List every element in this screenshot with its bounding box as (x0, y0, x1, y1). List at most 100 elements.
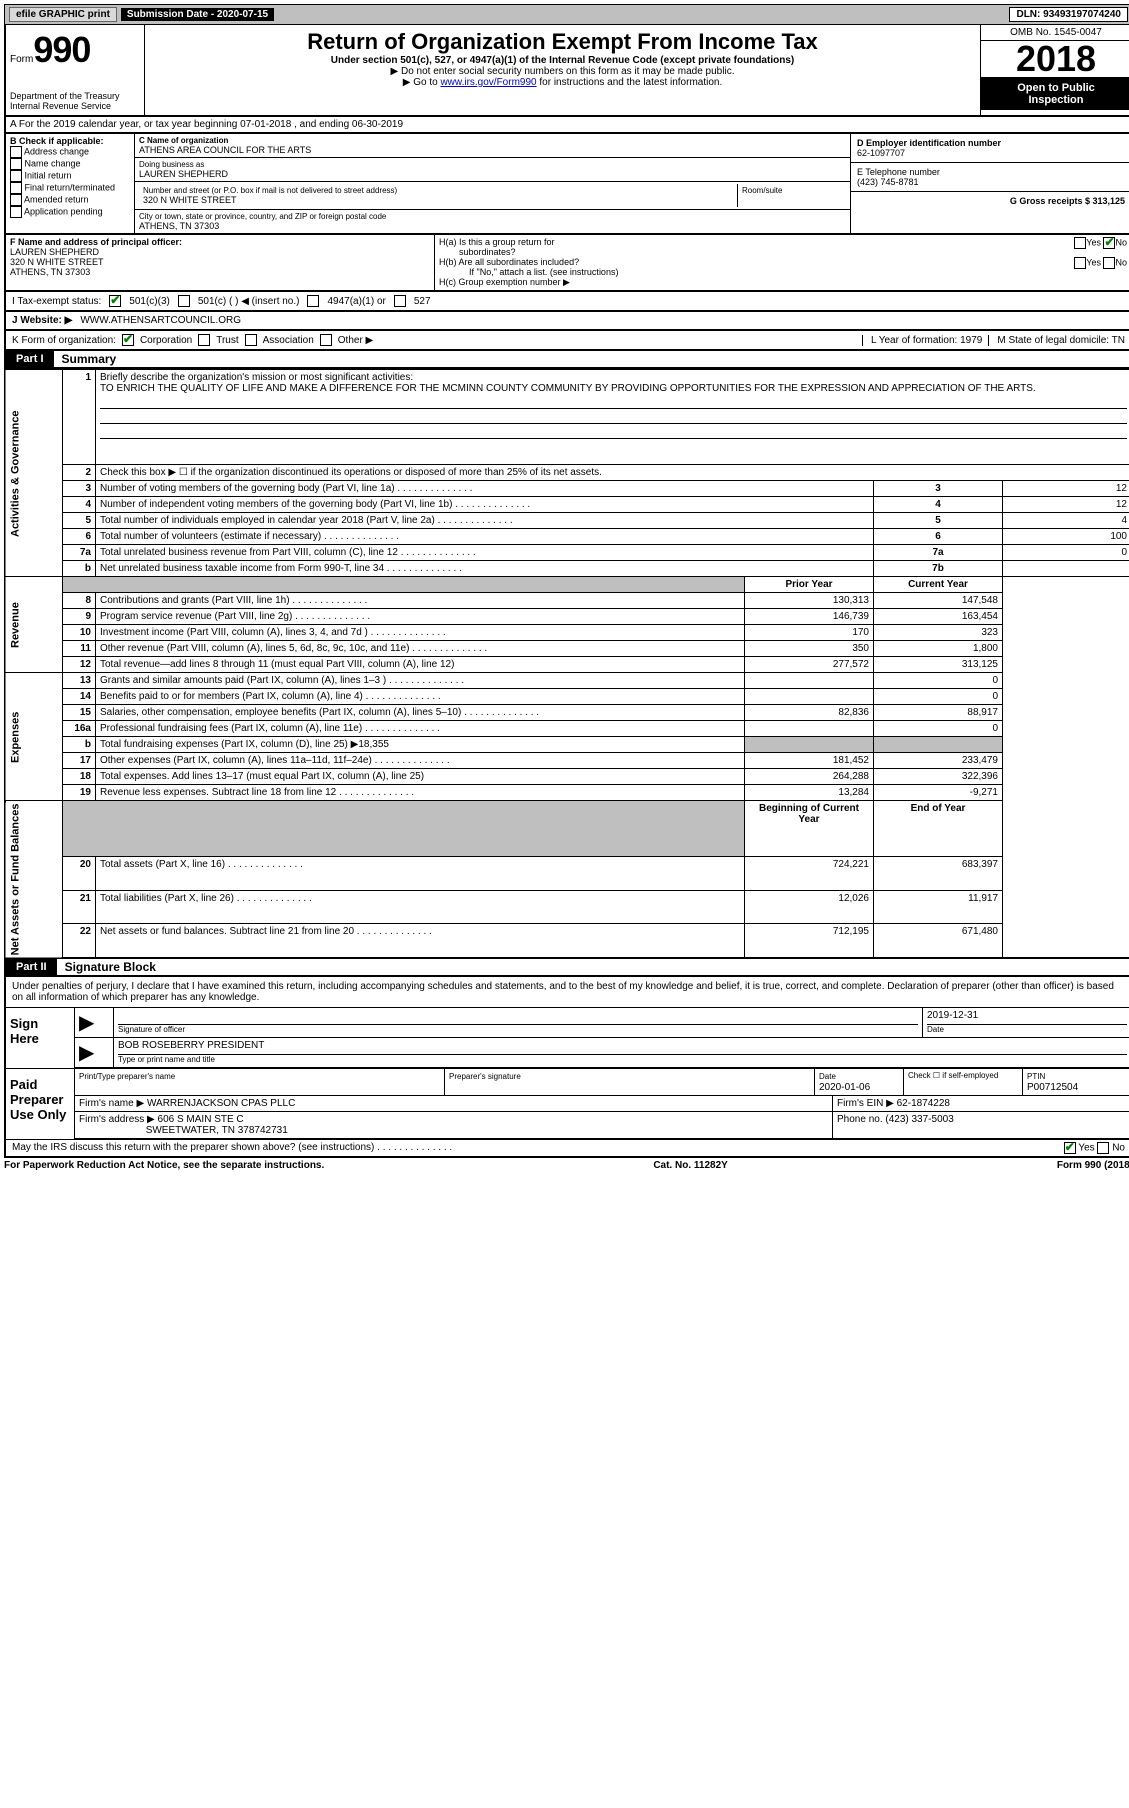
room-label: Room/suite (738, 184, 846, 207)
block-f: F Name and address of principal officer:… (6, 235, 435, 290)
checkbox-amended[interactable] (10, 194, 22, 206)
b-item-3: Final return/terminated (25, 182, 116, 192)
discuss-yes[interactable] (1064, 1142, 1076, 1154)
tax-year: 2018 (981, 41, 1129, 78)
header-right: OMB No. 1545-0047 2018 Open to PublicIns… (980, 25, 1129, 115)
self-employed-check: Check ☐ if self-employed (904, 1069, 1023, 1095)
firm-addr1: 606 S MAIN STE C (158, 1114, 244, 1125)
side-governance: Activities & Governance (5, 370, 63, 577)
addr-label: Number and street (or P.O. box if mail i… (143, 186, 733, 195)
firm-ein: 62-1874228 (897, 1098, 950, 1109)
ha-yes[interactable] (1074, 237, 1086, 249)
form-subtitle: Under section 501(c), 527, or 4947(a)(1)… (153, 55, 972, 66)
sign-arrow-icon: ▶ (75, 1008, 114, 1037)
checkbox-name[interactable] (10, 158, 22, 170)
block-b: B Check if applicable: Address change Na… (6, 134, 135, 233)
sig-officer-label: Signature of officer (118, 1024, 918, 1034)
i-label: I Tax-exempt status: (12, 296, 101, 307)
org-name: ATHENS AREA COUNCIL FOR THE ARTS (139, 145, 846, 155)
i-527[interactable] (394, 295, 406, 307)
dba-label: Doing business as (139, 160, 846, 169)
begin-year-header: Beginning of Current Year (745, 801, 874, 857)
k-corp[interactable] (122, 334, 134, 346)
officer-addr2: ATHENS, TN 37303 (10, 267, 430, 277)
dba-name: LAUREN SHEPHERD (139, 169, 846, 179)
block-c: C Name of organization ATHENS AREA COUNC… (135, 134, 851, 233)
k-assoc[interactable] (245, 334, 257, 346)
b-item-4: Amended return (24, 194, 89, 204)
i-4947[interactable] (307, 295, 319, 307)
name-under-label: Type or print name and title (118, 1054, 1127, 1064)
checkbox-final[interactable] (10, 182, 22, 194)
form-number: 990 (33, 29, 90, 71)
header-left: Form 990 Department of the Treasury Inte… (6, 25, 145, 115)
part2-title: Signature Block (57, 960, 156, 974)
phone-value: (423) 745-8781 (857, 177, 1125, 187)
line-2: Check this box ▶ ☐ if the organization d… (96, 465, 1129, 481)
note-link: ▶ Go to www.irs.gov/Form990 for instruct… (153, 77, 972, 88)
firm-name-label: Firm's name ▶ (79, 1098, 144, 1109)
part1-table: Activities & Governance 1 Briefly descri… (4, 369, 1129, 959)
page-footer: For Paperwork Reduction Act Notice, see … (4, 1158, 1129, 1173)
k-other[interactable] (320, 334, 332, 346)
b-item-2: Initial return (25, 170, 72, 180)
b-item-5: Application pending (24, 206, 103, 216)
b-label: B Check if applicable: (10, 136, 104, 146)
ha-no[interactable] (1103, 237, 1115, 249)
header-center: Return of Organization Exempt From Incom… (145, 25, 980, 115)
signature-block: Under penalties of perjury, I declare th… (4, 977, 1129, 1158)
street-address: 320 N WHITE STREET (143, 195, 733, 205)
side-revenue: Revenue (5, 577, 63, 673)
paid-preparer-label: Paid Preparer Use Only (6, 1069, 75, 1139)
irs-link[interactable]: www.irs.gov/Form990 (440, 77, 536, 88)
submission-date: Submission Date - 2020-07-15 (121, 8, 274, 21)
note-post: for instructions and the latest informat… (537, 77, 723, 88)
part1-badge: Part I (6, 351, 54, 367)
sign-arrow-icon-2: ▶ (75, 1038, 114, 1067)
prior-year-header: Prior Year (745, 577, 874, 593)
phone-label: E Telephone number (857, 167, 1125, 177)
checkbox-initial[interactable] (10, 170, 22, 182)
top-bar: efile GRAPHIC print Submission Date - 20… (4, 4, 1129, 25)
footer-right: Form 990 (2018) (1057, 1160, 1129, 1171)
footer-left: For Paperwork Reduction Act Notice, see … (4, 1160, 324, 1171)
form-header: Form 990 Department of the Treasury Inte… (4, 25, 1129, 117)
line-2-num: 2 (63, 465, 96, 481)
ein-label: D Employer identification number (857, 138, 1001, 148)
side-expenses: Expenses (5, 673, 63, 801)
side-netassets: Net Assets or Fund Balances (5, 801, 63, 958)
hc-label: H(c) Group exemption number ▶ (439, 277, 1127, 288)
dept-label: Department of the Treasury (10, 91, 140, 101)
note-ssn: ▶ Do not enter social security numbers o… (153, 66, 972, 77)
sign-here-label: Sign Here (6, 1008, 75, 1068)
discuss-no[interactable] (1097, 1142, 1109, 1154)
row-a: A For the 2019 calendar year, or tax yea… (4, 117, 1129, 134)
prep-name-label: Print/Type preparer's name (79, 1072, 175, 1081)
part1-title: Summary (54, 352, 117, 366)
block-fh: F Name and address of principal officer:… (4, 235, 1129, 292)
i-501c3[interactable] (109, 295, 121, 307)
part2-header-row: Part II Signature Block (4, 959, 1129, 977)
website-value: WWW.ATHENSARTCOUNCIL.ORG (80, 315, 241, 326)
checkbox-pending[interactable] (10, 206, 22, 218)
current-year-header: Current Year (874, 577, 1003, 593)
end-year-header: End of Year (874, 801, 1003, 857)
row-klm: K Form of organization: Corporation Trus… (4, 331, 1129, 351)
hb-no[interactable] (1103, 257, 1115, 269)
hb-yes[interactable] (1074, 257, 1086, 269)
footer-mid: Cat. No. 11282Y (653, 1160, 727, 1171)
l-label: L Year of formation: 1979 (862, 335, 982, 346)
sig-date: 2019-12-31 (927, 1010, 1127, 1024)
k-label: K Form of organization: (12, 335, 116, 346)
firm-phone: Phone no. (423) 337-5003 (833, 1112, 1129, 1138)
hb-label: H(b) Are all subordinates included? (439, 257, 579, 267)
city-label: City or town, state or province, country… (139, 212, 846, 221)
dln-label: DLN: 93493197074240 (1009, 7, 1128, 22)
k-trust[interactable] (198, 334, 210, 346)
efile-button[interactable]: efile GRAPHIC print (9, 7, 117, 22)
block-deg: D Employer identification number 62-1097… (851, 134, 1129, 233)
f-label: F Name and address of principal officer: (10, 237, 182, 247)
checkbox-address[interactable] (10, 146, 22, 158)
i-501c[interactable] (178, 295, 190, 307)
line-1-num: 1 (63, 370, 96, 465)
